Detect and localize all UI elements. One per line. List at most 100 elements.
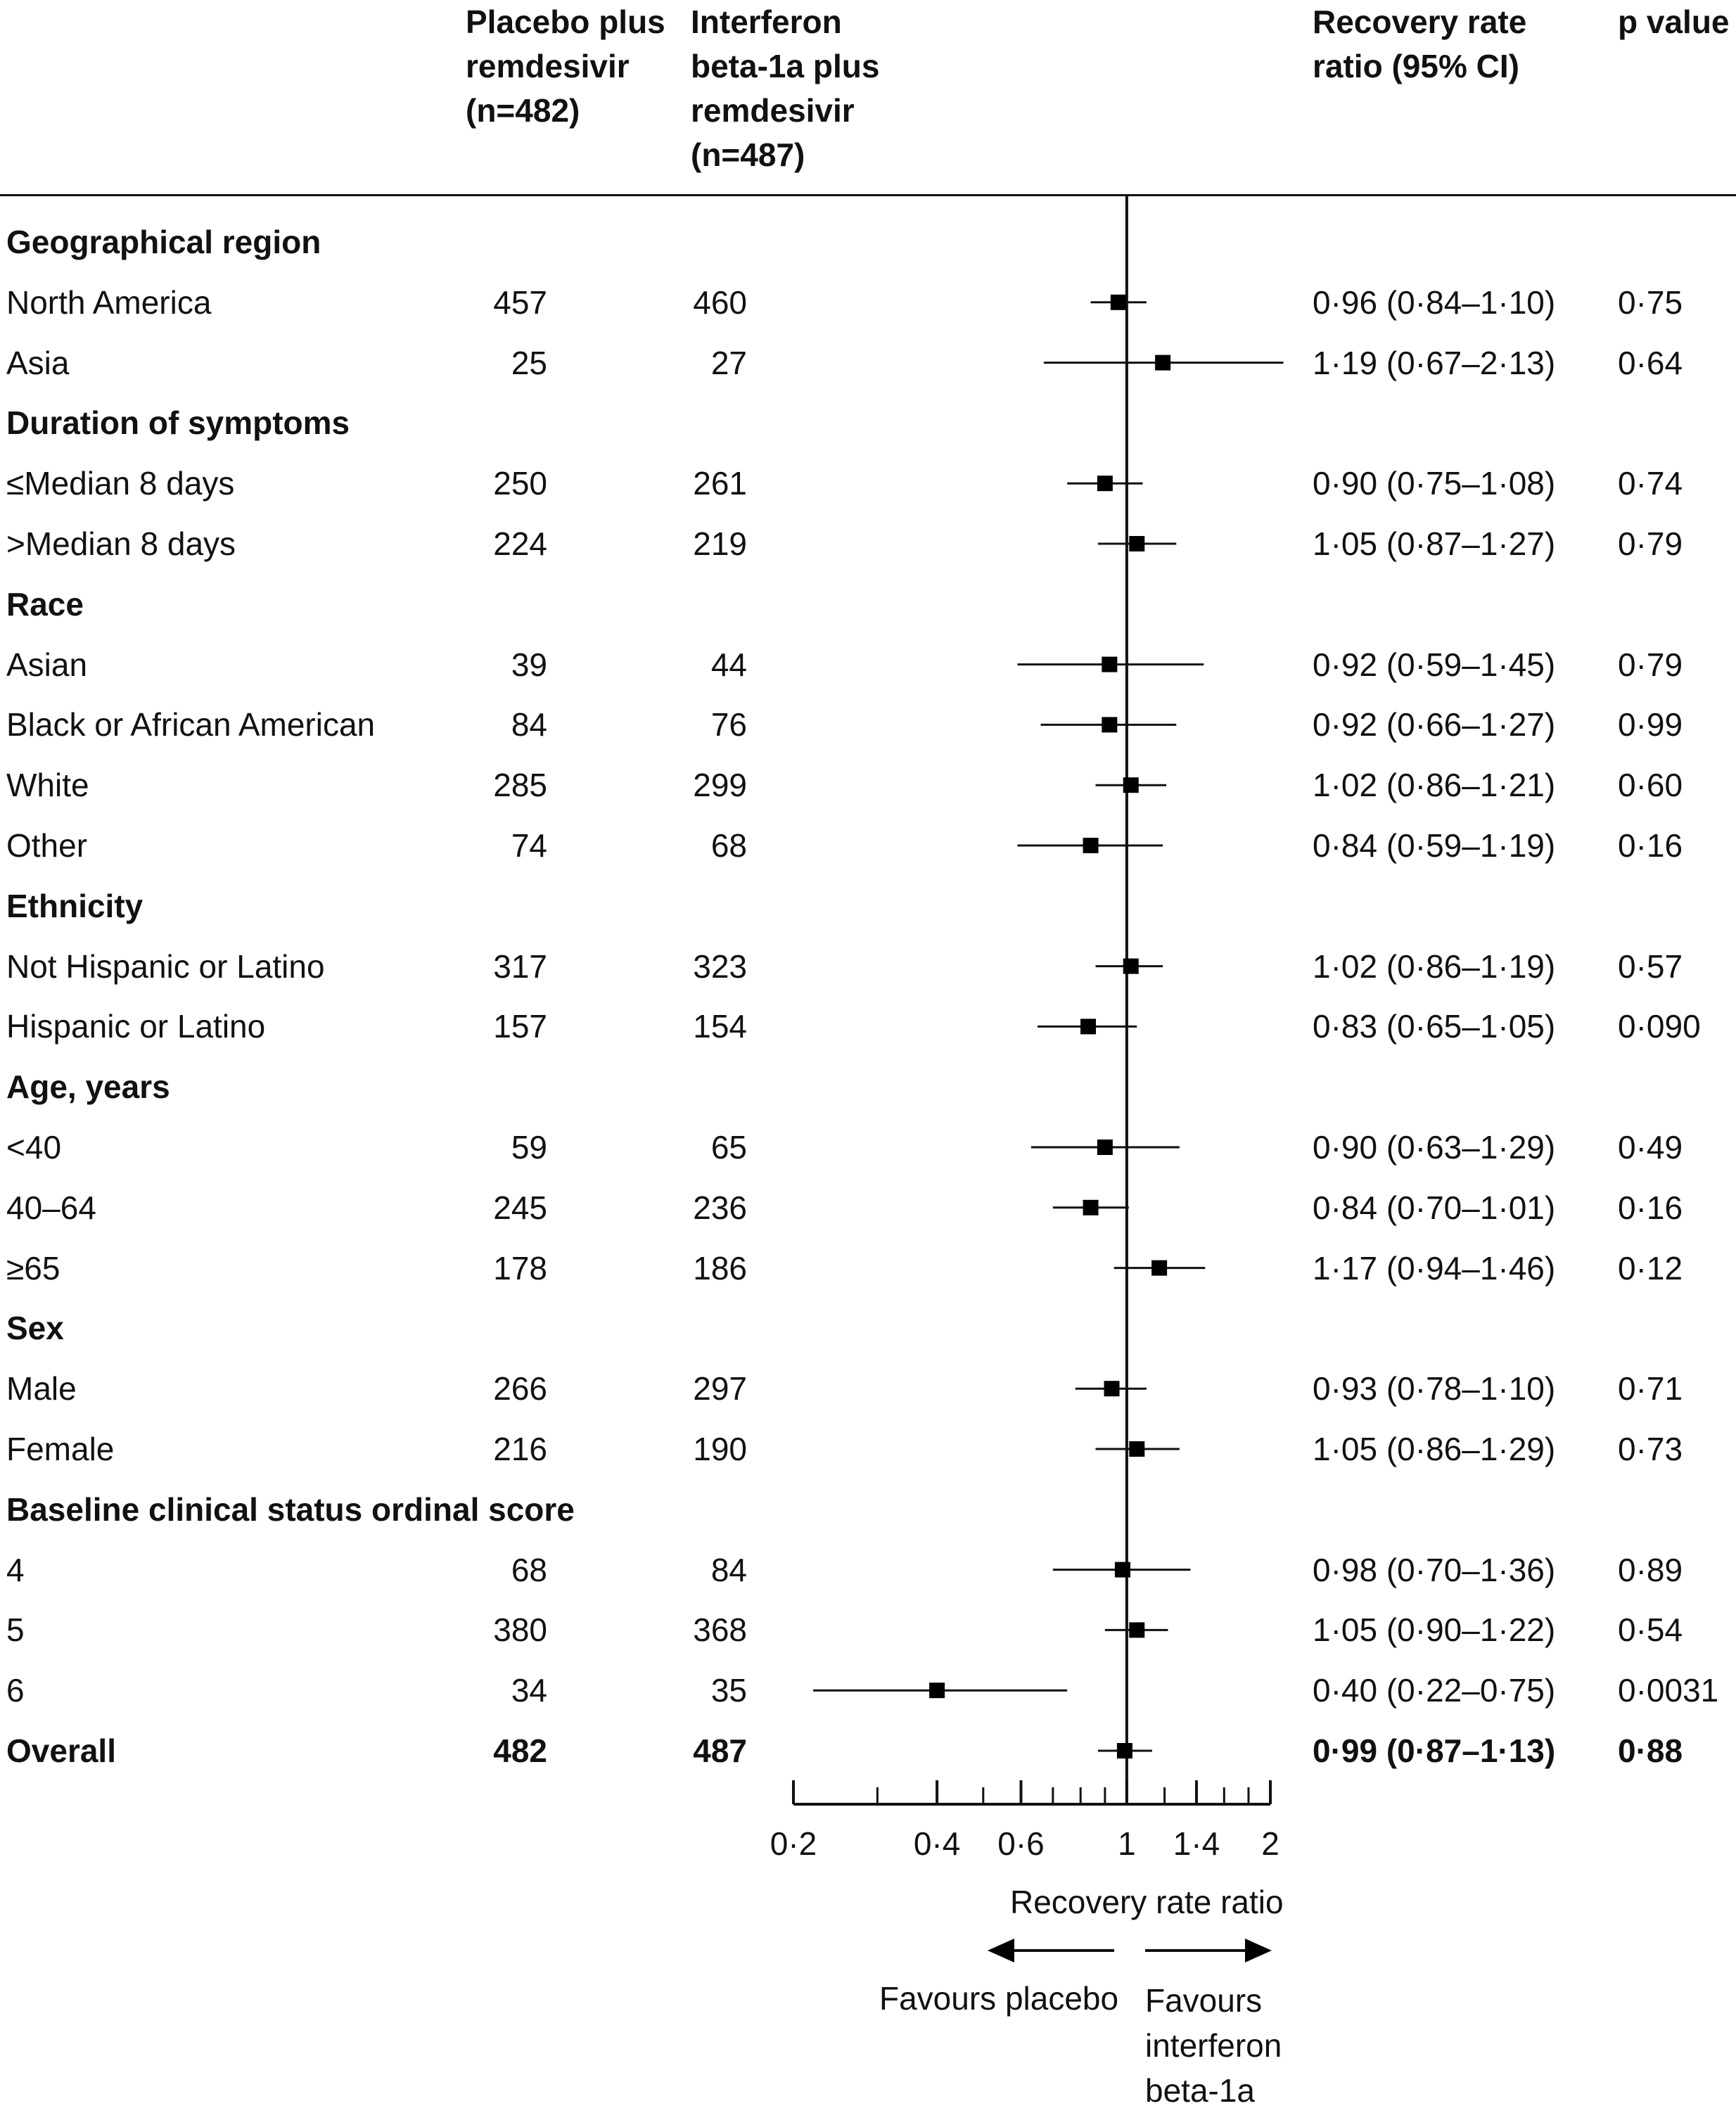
estimate-marker — [1104, 1381, 1120, 1397]
placebo-count: 84 — [511, 706, 547, 743]
p-value: 0·0031 — [1618, 1672, 1719, 1709]
p-value: 0·090 — [1618, 1008, 1701, 1045]
interferon-count: 186 — [693, 1249, 747, 1287]
placebo-count: 178 — [493, 1249, 547, 1287]
header-placebo-line: remdesivir — [466, 48, 630, 84]
interferon-count: 236 — [693, 1189, 747, 1226]
interferon-count: 76 — [710, 706, 747, 743]
estimate-marker — [1102, 717, 1118, 733]
row-label: >Median 8 days — [6, 525, 236, 562]
estimate-marker — [1083, 1199, 1099, 1215]
header-ratio-line: ratio (95% CI) — [1313, 48, 1519, 84]
x-tick-label: 1 — [1118, 1825, 1136, 1862]
ratio-ci-value: 0·92 (0·59–1·45) — [1313, 646, 1556, 683]
placebo-count: 317 — [493, 947, 547, 985]
interferon-count: 487 — [693, 1732, 747, 1769]
estimate-marker — [1123, 777, 1139, 793]
interferon-count: 368 — [693, 1611, 747, 1649]
p-value: 0·64 — [1618, 344, 1683, 381]
estimate-marker — [1116, 1743, 1132, 1758]
x-tick-label: 0·4 — [914, 1825, 960, 1862]
group-heading: Age, years — [6, 1068, 170, 1106]
x-tick-label: 0·6 — [997, 1825, 1044, 1862]
row-label: Asian — [6, 646, 88, 683]
row-label: Not Hispanic or Latino — [6, 947, 325, 985]
ratio-ci-value: 1·02 (0·86–1·21) — [1313, 767, 1556, 804]
placebo-count: 216 — [493, 1431, 547, 1467]
placebo-count: 59 — [511, 1129, 547, 1166]
p-value: 0·79 — [1618, 646, 1683, 683]
group-heading: Race — [6, 585, 84, 623]
group-heading: Sex — [6, 1310, 64, 1347]
p-value: 0·16 — [1618, 827, 1683, 864]
p-value: 0·74 — [1618, 465, 1683, 502]
placebo-count: 380 — [493, 1611, 547, 1649]
header-pvalue: p value — [1618, 0, 1730, 44]
row-label: Hispanic or Latino — [6, 1008, 266, 1045]
group-heading: Duration of symptoms — [6, 404, 350, 442]
estimate-marker — [1151, 1260, 1168, 1276]
header-interferon-line: Interferon — [691, 4, 842, 40]
x-tick-label: 1·4 — [1173, 1825, 1220, 1862]
p-value: 0·60 — [1618, 767, 1683, 804]
row-label: <40 — [6, 1129, 62, 1166]
row-label: 5 — [6, 1611, 25, 1649]
ratio-ci-value: 1·05 (0·86–1·29) — [1313, 1431, 1556, 1467]
x-axis-label: Recovery rate ratio — [1010, 1884, 1284, 1920]
header-interferon-line: beta-1a plus — [691, 48, 880, 84]
ratio-ci-value: 1·05 (0·90–1·22) — [1313, 1611, 1556, 1649]
interferon-count: 261 — [693, 465, 747, 502]
x-tick-label: 0·2 — [770, 1825, 817, 1862]
placebo-count: 157 — [493, 1008, 547, 1045]
ratio-ci-value: 0·92 (0·66–1·27) — [1313, 706, 1556, 743]
x-tick-label: 2 — [1261, 1825, 1279, 1862]
ratio-ci-value: 1·19 (0·67–2·13) — [1313, 344, 1556, 381]
estimate-marker — [1110, 294, 1126, 310]
interferon-count: 219 — [693, 525, 747, 562]
placebo-count: 25 — [511, 344, 547, 381]
interferon-count: 27 — [710, 344, 747, 381]
placebo-count: 457 — [493, 283, 547, 321]
ratio-ci-value: 0·93 (0·78–1·10) — [1313, 1370, 1556, 1407]
ratio-ci-value: 0·90 (0·63–1·29) — [1313, 1129, 1556, 1166]
estimate-marker — [1097, 475, 1113, 492]
row-label: Other — [6, 827, 88, 864]
estimate-marker — [1129, 1441, 1145, 1457]
p-value: 0·99 — [1618, 706, 1683, 743]
header-ratio-line: Recovery rate — [1313, 4, 1527, 40]
group-heading: Ethnicity — [6, 887, 143, 924]
placebo-count: 266 — [493, 1370, 547, 1407]
interferon-count: 68 — [710, 827, 747, 864]
group-heading: Baseline clinical status ordinal score — [6, 1490, 575, 1528]
header-interferon-line: remdesivir — [691, 92, 855, 129]
favours-placebo-arrowhead — [988, 1939, 1014, 1962]
favours-interferon-line: beta-1a — [1145, 2072, 1256, 2109]
row-label: Asia — [6, 344, 70, 381]
group-heading: Geographical region — [6, 224, 321, 260]
interferon-count: 44 — [710, 646, 747, 683]
ratio-ci-value: 0·99 (0·87–1·13) — [1313, 1732, 1556, 1769]
ratio-ci-value: 0·84 (0·70–1·01) — [1313, 1189, 1556, 1226]
estimate-marker — [929, 1683, 945, 1699]
row-label: White — [6, 767, 89, 804]
placebo-count: 245 — [493, 1189, 547, 1226]
estimate-marker — [1097, 1140, 1113, 1155]
ratio-ci-value: 1·17 (0·94–1·46) — [1313, 1249, 1556, 1287]
header-placebo-line: Placebo plus — [466, 4, 665, 40]
interferon-count: 323 — [693, 947, 747, 985]
ratio-ci-value: 0·84 (0·59–1·19) — [1313, 827, 1556, 864]
p-value: 0·73 — [1618, 1431, 1683, 1467]
header-placebo-line: (n=482) — [466, 92, 580, 129]
header-interferon-line: (n=487) — [691, 136, 805, 173]
ratio-ci-value: 1·02 (0·86–1·19) — [1313, 947, 1556, 985]
interferon-count: 190 — [693, 1431, 747, 1467]
placebo-count: 482 — [493, 1732, 547, 1769]
placebo-count: 68 — [511, 1551, 547, 1588]
row-label: 40–64 — [6, 1189, 96, 1226]
header-ratio: Recovery rate ratio (95% CI) — [1313, 0, 1526, 89]
placebo-count: 285 — [493, 767, 547, 804]
p-value: 0·89 — [1618, 1551, 1683, 1588]
placebo-count: 250 — [493, 465, 547, 502]
ratio-ci-value: 0·40 (0·22–0·75) — [1313, 1672, 1556, 1709]
